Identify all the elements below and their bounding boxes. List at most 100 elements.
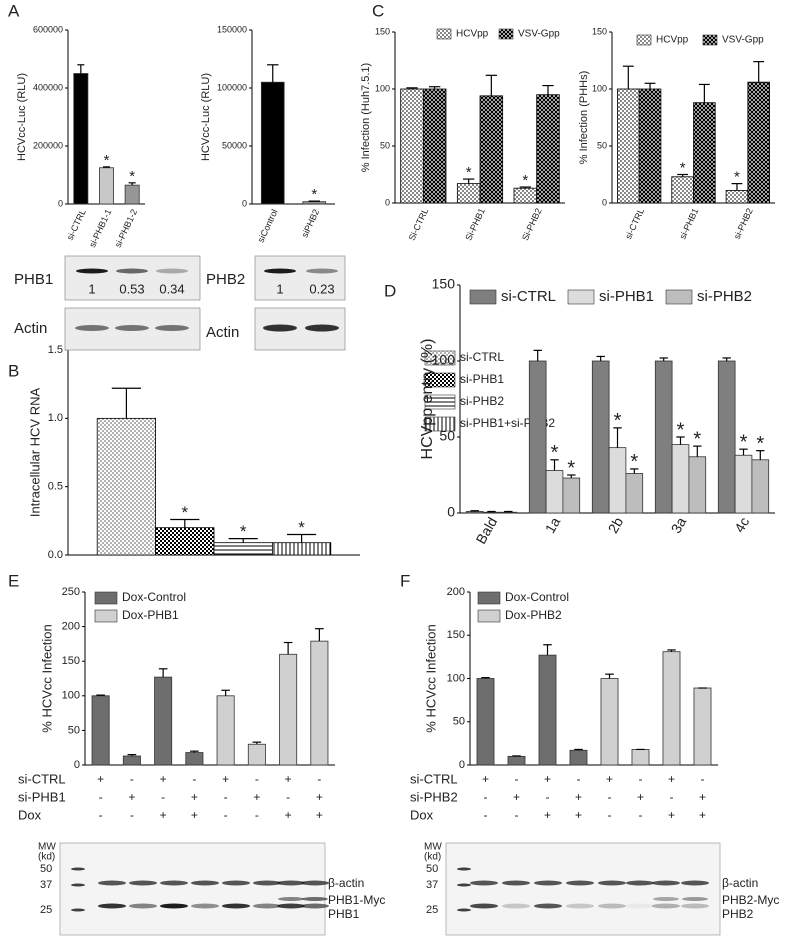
row-sign: - bbox=[577, 772, 581, 786]
row-sign: + bbox=[699, 808, 706, 822]
error-bar bbox=[406, 87, 418, 89]
y-tick-label: 0 bbox=[58, 198, 63, 208]
error-bar bbox=[77, 64, 85, 74]
y-tick-label: 100 bbox=[592, 83, 607, 93]
blot-frame bbox=[445, 842, 721, 936]
blot-band bbox=[682, 897, 708, 901]
blot-quant: 0.53 bbox=[119, 281, 144, 296]
y-tick-label: 50 bbox=[597, 140, 607, 150]
error-bar bbox=[128, 182, 136, 186]
blot-band bbox=[626, 880, 654, 886]
legend-swatch bbox=[424, 416, 456, 432]
blot-band bbox=[302, 897, 328, 901]
y-tick-label: 150 bbox=[62, 655, 80, 667]
bar bbox=[671, 176, 694, 204]
legend-swatch bbox=[498, 28, 514, 40]
y-tick-label: 50 bbox=[68, 724, 80, 736]
y-tick-label: 50 bbox=[380, 140, 390, 150]
panel-label: F bbox=[400, 571, 410, 590]
bar bbox=[693, 687, 712, 766]
y-tick-label: 100 bbox=[447, 672, 465, 684]
y-axis-label: HCVcc-Luc (RLU) bbox=[16, 73, 28, 161]
x-tick-label: si-CTRL bbox=[623, 207, 646, 241]
mw-marker: 50 bbox=[426, 863, 438, 875]
y-tick-label: 100 bbox=[62, 690, 80, 702]
blot-label: Actin bbox=[14, 320, 47, 337]
blot-band bbox=[156, 268, 188, 274]
error-bar bbox=[644, 82, 656, 89]
x-tick-label: Si-PHB2 bbox=[520, 207, 544, 243]
bar bbox=[91, 695, 110, 766]
row-sign: + bbox=[575, 790, 582, 804]
error-bar bbox=[429, 86, 441, 89]
x-tick-label: 1a bbox=[542, 514, 564, 536]
y-tick-label: 100 bbox=[432, 352, 456, 368]
row-sign: - bbox=[484, 808, 488, 822]
legend-label: VSV-Gpp bbox=[722, 35, 764, 46]
significance-star: * bbox=[680, 159, 686, 176]
error-bar bbox=[693, 445, 702, 457]
row-sign: - bbox=[701, 772, 705, 786]
y-tick-label: 0 bbox=[242, 198, 247, 208]
error-bar bbox=[221, 689, 230, 696]
blot-band bbox=[652, 903, 680, 909]
bar bbox=[725, 190, 749, 204]
bar bbox=[154, 676, 173, 766]
error-bar bbox=[470, 510, 479, 512]
row-sign: - bbox=[515, 808, 519, 822]
legend-swatch bbox=[567, 289, 595, 305]
bar bbox=[591, 360, 610, 514]
x-tick-label: Si-PHB1 bbox=[463, 207, 487, 243]
significance-star: * bbox=[551, 442, 559, 464]
error-bar bbox=[667, 649, 676, 652]
blot-band bbox=[626, 903, 654, 909]
blot-band bbox=[457, 883, 471, 887]
row-sign: + bbox=[668, 772, 675, 786]
legend-swatch bbox=[424, 394, 456, 410]
bar bbox=[122, 755, 141, 766]
bar bbox=[247, 743, 266, 766]
blot-band bbox=[75, 325, 109, 331]
blot-band bbox=[305, 324, 339, 332]
y-axis-label: % HCVcc Infection bbox=[39, 624, 54, 732]
row-sign: - bbox=[546, 790, 550, 804]
bar bbox=[479, 95, 504, 204]
mw-marker: 50 bbox=[40, 863, 52, 875]
y-tick-label: 100000 bbox=[217, 82, 247, 92]
row-sign: + bbox=[668, 808, 675, 822]
row-sign: + bbox=[285, 772, 292, 786]
bar bbox=[213, 542, 273, 556]
blot-band bbox=[98, 880, 126, 886]
mw-marker: 25 bbox=[40, 904, 52, 916]
x-tick-label: Bald bbox=[472, 514, 500, 546]
blot-band bbox=[681, 903, 709, 909]
error-bar bbox=[170, 518, 200, 528]
bar bbox=[185, 752, 204, 766]
row-sign: - bbox=[670, 790, 674, 804]
row-sign: + bbox=[285, 808, 292, 822]
bar bbox=[279, 653, 298, 766]
bar bbox=[216, 695, 235, 766]
blot-band bbox=[598, 903, 626, 909]
blot-quant: 0.34 bbox=[159, 281, 184, 296]
error-bar bbox=[519, 186, 531, 189]
row-label: si-CTRL bbox=[18, 771, 66, 786]
bar bbox=[513, 187, 538, 204]
blot-band bbox=[457, 867, 471, 871]
error-bar bbox=[308, 200, 320, 202]
row-sign: + bbox=[544, 808, 551, 822]
y-axis-label: Intracellular HCV RNA bbox=[27, 388, 42, 518]
significance-star: * bbox=[693, 428, 701, 450]
blot-band bbox=[301, 903, 329, 909]
blot-band bbox=[681, 880, 709, 886]
legend-swatch bbox=[436, 28, 452, 40]
mw-marker: 25 bbox=[426, 904, 438, 916]
legend-label: Dox-Control bbox=[505, 590, 569, 604]
x-tick-label: 4c bbox=[731, 514, 752, 535]
x-tick-label: siControl bbox=[256, 208, 280, 244]
legend-swatch bbox=[665, 289, 693, 305]
row-sign: - bbox=[484, 790, 488, 804]
blot-frame bbox=[59, 842, 326, 936]
y-tick-label: 200000 bbox=[33, 140, 63, 150]
blot-band bbox=[76, 268, 108, 274]
